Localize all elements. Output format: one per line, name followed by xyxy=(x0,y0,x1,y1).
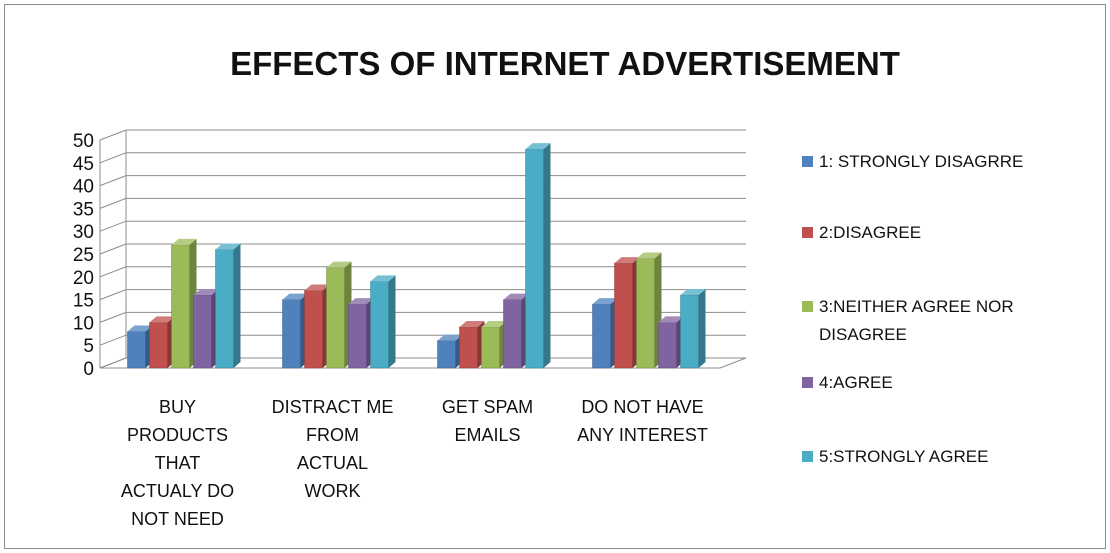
legend-item: 3:NEITHER AGREE NOR DISAGREE xyxy=(802,297,1014,344)
y-tick-label: 10 xyxy=(73,313,94,334)
legend-item: 1: STRONGLY DISAGRRE xyxy=(802,152,1023,171)
y-tick-label: 0 xyxy=(83,359,94,380)
chart-title: EFFECTS OF INTERNET ADVERTISEMENT xyxy=(230,45,900,82)
legend-label: 3:NEITHER AGREE NOR DISAGREE xyxy=(819,297,1014,344)
y-tick-label: 5 xyxy=(83,336,94,357)
bar xyxy=(304,284,330,369)
bar xyxy=(525,143,551,369)
legend-label: 5:STRONGLY AGREE xyxy=(819,447,988,466)
bar xyxy=(481,320,507,369)
bar xyxy=(215,243,241,369)
x-category-label: DO NOT HAVE ANY INTEREST xyxy=(577,397,708,445)
y-tick-label: 35 xyxy=(73,199,94,220)
legend-label: 1: STRONGLY DISAGRRE xyxy=(819,152,1023,171)
legend-item: 5:STRONGLY AGREE xyxy=(802,447,988,466)
x-category-label: GET SPAM EMAILS xyxy=(442,397,533,445)
bar xyxy=(149,316,175,369)
x-category-label: DISTRACT ME FROM ACTUAL WORK xyxy=(272,397,394,501)
bar xyxy=(437,334,463,369)
legend: 1: STRONGLY DISAGRRE 2:DISAGREE 3:NEITHER … xyxy=(802,152,1023,466)
bar xyxy=(503,293,529,369)
gridline xyxy=(99,175,746,187)
y-tick-label: 25 xyxy=(73,245,94,266)
bar-chart: EFFECTS OF INTERNET ADVERTISEMENT 051015… xyxy=(73,45,1024,529)
legend-label: 2:DISAGREE xyxy=(819,223,921,242)
gridline xyxy=(99,129,746,141)
y-tick-label: 30 xyxy=(73,222,94,243)
category-labels: BUY PRODUCTS THAT ACTUALY DO NOT NEED DISTRAC… xyxy=(121,397,708,529)
bar xyxy=(348,298,374,369)
bar xyxy=(459,320,485,369)
x-category-label: BUY PRODUCTS THAT ACTUALY DO NOT NEED xyxy=(121,397,234,529)
legend-swatch xyxy=(802,227,813,238)
bar xyxy=(680,289,706,369)
bar xyxy=(592,298,618,369)
gridline xyxy=(99,243,746,255)
y-tick-label: 45 xyxy=(73,154,94,175)
legend-label: 4:AGREE xyxy=(819,373,893,392)
bar xyxy=(282,293,308,369)
legend-item: 4:AGREE xyxy=(802,373,893,392)
bar xyxy=(326,261,352,369)
gridline xyxy=(99,152,746,164)
legend-swatch xyxy=(802,451,813,462)
y-tick-label: 40 xyxy=(73,177,94,198)
bars xyxy=(127,143,706,369)
bar xyxy=(127,325,153,369)
bar xyxy=(636,252,662,369)
bar xyxy=(614,257,640,369)
bar xyxy=(370,275,396,369)
legend-swatch xyxy=(802,156,813,167)
gridline xyxy=(99,220,746,232)
legend-swatch xyxy=(802,301,813,312)
legend-item: 2:DISAGREE xyxy=(802,223,921,242)
bar xyxy=(193,289,219,369)
bar xyxy=(658,316,684,369)
chart-frame: EFFECTS OF INTERNET ADVERTISEMENT 0 5 10 15… xyxy=(4,4,1106,549)
gridline xyxy=(99,197,746,209)
y-tick-label: 15 xyxy=(73,291,94,312)
y-tick-label: 20 xyxy=(73,268,94,289)
y-tick-label: 50 xyxy=(73,131,94,152)
bar xyxy=(171,238,197,369)
legend-swatch xyxy=(802,377,813,388)
